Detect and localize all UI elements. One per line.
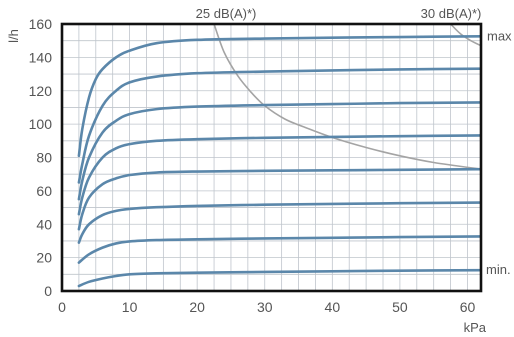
plot-frame: [60, 22, 483, 293]
y-tick-label: 120: [29, 83, 53, 99]
y-tick-label: 60: [36, 183, 52, 199]
x-tick-label: 60: [460, 299, 476, 315]
y-tick-label: 0: [44, 283, 52, 299]
x-tick-label: 40: [325, 299, 341, 315]
y-tick-label: 100: [29, 116, 53, 132]
tick-labels: 0 20 40 60 80 100 120 140 160 0 10 20 30 40 50 60: [29, 16, 476, 315]
flow-curve-3: [77, 201, 481, 244]
annotation-min: min.: [486, 262, 511, 277]
x-tick-label: 30: [257, 299, 273, 315]
x-tick-label: 20: [189, 299, 205, 315]
flow-curve-6: [77, 101, 481, 201]
noise-curves: [213, 24, 481, 170]
y-axis-label: l/h: [6, 29, 21, 43]
x-tick-label: 10: [122, 299, 138, 315]
y-tick-label: 80: [36, 150, 52, 166]
x-tick-label: 0: [58, 299, 66, 315]
x-axis-label: kPa: [464, 320, 487, 335]
flow-curve-1: [77, 268, 481, 288]
flow-curve-4: [77, 167, 481, 231]
y-tick-label: 40: [36, 216, 52, 232]
noise-curve-0: [213, 24, 481, 170]
flow-curves: [77, 35, 481, 288]
y-tick-label: 20: [36, 250, 52, 266]
noise-label-25db: 25 dB(A)*): [196, 6, 257, 21]
flow-curve-7: [77, 67, 481, 184]
flow-curve-5: [77, 134, 481, 216]
grid-lines: [62, 24, 481, 291]
annotation-max: max: [487, 28, 512, 43]
x-tick-label: 50: [392, 299, 408, 315]
y-tick-label: 140: [29, 49, 53, 65]
noise-curve-1: [450, 24, 481, 47]
flow-curve-8: [77, 35, 481, 158]
flow-curve-2: [77, 235, 481, 264]
noise-label-30db: 30 dB(A)*): [421, 6, 482, 21]
y-tick-label: 160: [29, 16, 53, 32]
